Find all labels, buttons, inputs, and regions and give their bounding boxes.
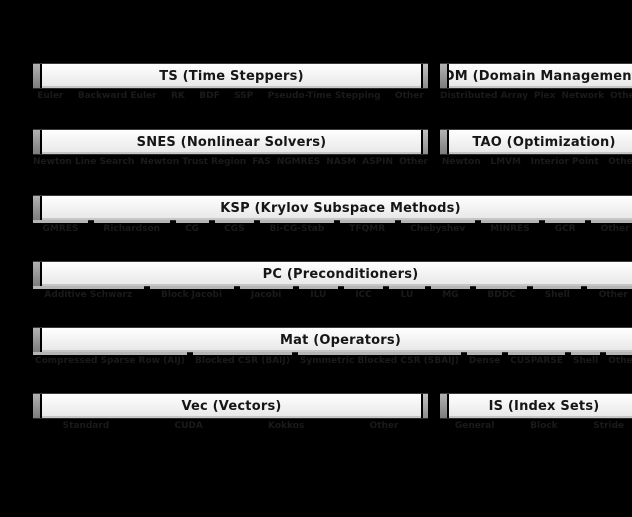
bar-label-dm: DM (Domain Management) [449, 68, 632, 84]
sub-items-tao: Newton LMVM Interior Point Other [440, 157, 632, 170]
sub-item-label: ICC [343, 286, 384, 299]
sub-item-label: Block Jacobi [149, 286, 234, 299]
sub-item-label: Jacobi [239, 286, 293, 299]
sub-item-label: Other [394, 91, 424, 101]
sub-item-label: Richardson [93, 220, 170, 233]
bar-ts: TS (Time Steppers) [33, 63, 428, 89]
sub-item-label: Kokkos [268, 421, 305, 431]
bar-snes: SNES (Nonlinear Solvers) [33, 129, 428, 155]
sub-item-label: Stride [593, 421, 625, 431]
sub-item-label: Newton Trust Region [140, 157, 247, 167]
sub-items-vec: Standard CUDA Kokkos Other [33, 421, 428, 434]
sub-item-label: LMVM [490, 157, 521, 167]
sub-item-label: CUSPARSE [508, 352, 565, 365]
bar-tao: TAO (Optimization) [440, 129, 632, 155]
sub-item-label: Chebyshev [400, 220, 475, 233]
bar-label-vec: Vec (Vectors) [181, 398, 282, 414]
sub-item-label: Bi-CG-Stab [260, 220, 334, 233]
bar-end-cap [421, 394, 428, 418]
bar-end-cap [33, 394, 42, 418]
bar-label-is: IS (Index Sets) [488, 398, 600, 414]
sub-item-label: Standard [62, 421, 110, 431]
sub-item-label: Backward Euler [77, 91, 157, 101]
sub-item-label: NASM [326, 157, 357, 167]
bar-ksp: KSP (Krylov Subspace Methods) [33, 195, 632, 221]
sub-item-label: Newton Line Search [33, 157, 135, 167]
bar-end-cap [33, 64, 42, 88]
sub-item-label: Additive Schwarz [33, 286, 144, 299]
sub-item-label: MG [430, 286, 470, 299]
sub-item-label: Other [587, 286, 632, 299]
sub-item-label: Distributed Array [440, 91, 528, 101]
bar-vec: Vec (Vectors) [33, 393, 428, 419]
sub-items-dm: Distributed Array Plex Network Other [440, 91, 632, 104]
bar-label-ts: TS (Time Steppers) [159, 68, 304, 84]
sub-item-label: ILU [298, 286, 338, 299]
sub-item-label: MINRES [480, 220, 540, 233]
bar-end-cap [440, 64, 449, 88]
sub-item-label: Newton [441, 157, 481, 167]
bar-label-ksp: KSP (Krylov Subspace Methods) [220, 200, 461, 216]
bar-pc: PC (Preconditioners) [33, 261, 632, 287]
sub-item-label: LU [389, 286, 425, 299]
sub-item-label: Symmetric Blocked CSR (SBAIJ) [297, 352, 461, 365]
sub-item-label: Block [530, 421, 558, 431]
sub-item-label: Shell [533, 286, 582, 299]
sub-item-label: BDF [199, 91, 220, 101]
sub-item-label: FAS [252, 157, 271, 167]
sub-item-label: Dense [466, 352, 503, 365]
sub-item-label: Compressed Sparse Row (AIJ) [33, 352, 188, 365]
sub-items-snes: Newton Line Search Newton Trust Region FAS… [33, 157, 428, 170]
sub-items-is: General Block Stride [440, 421, 632, 434]
bar-end-cap [440, 394, 449, 418]
sub-items-mat: Compressed Sparse Row (AIJ) Blocked CSR (… [33, 352, 632, 365]
sub-item-label: TFQMR [339, 220, 395, 233]
bar-label-snes: SNES (Nonlinear Solvers) [136, 134, 327, 150]
sub-item-label: Other [369, 421, 399, 431]
sub-item-label: CUDA [174, 421, 203, 431]
sub-item-label: NGMRES [276, 157, 321, 167]
sub-item-label: CGS [214, 220, 255, 233]
sub-item-label: Blocked CSR (BAIJ) [193, 352, 292, 365]
sub-item-label: Other [399, 157, 428, 167]
sub-item-label: Other [606, 352, 632, 365]
sub-item-label: Interior Point [530, 157, 599, 167]
sub-item-label: BDDC [475, 286, 528, 299]
bar-label-pc: PC (Preconditioners) [262, 266, 419, 282]
bar-end-cap [33, 196, 42, 220]
bar-end-cap [421, 130, 428, 154]
bar-is: IS (Index Sets) [440, 393, 632, 419]
sub-items-pc: Additive Schwarz Block Jacobi Jacobi ILU ICC… [33, 286, 632, 299]
sub-item-label: Network [561, 91, 605, 101]
sub-item-label: General [454, 421, 495, 431]
sub-item-label: Pseudo-Time Stepping [267, 91, 381, 101]
bar-mat: Mat (Operators) [33, 327, 632, 353]
sub-item-label: CG [175, 220, 209, 233]
sub-item-label: Plex [533, 91, 556, 101]
bar-label-mat: Mat (Operators) [280, 332, 401, 348]
bar-label-tao: TAO (Optimization) [472, 134, 616, 150]
bar-end-cap [33, 130, 42, 154]
sub-item-label: Other [608, 157, 632, 167]
sub-item-label: Euler [37, 91, 64, 101]
sub-items-ts: Euler Backward Euler RK BDF SSP Pseudo-Time S… [33, 91, 428, 104]
sub-items-ksp: GMRES Richardson CG CGS Bi-CG-Stab TFQMR Cheby… [33, 220, 632, 233]
sub-item-label: Other [610, 91, 632, 101]
sub-item-label: Other [591, 220, 632, 233]
bar-dm: DM (Domain Management) [440, 63, 632, 89]
bar-end-cap [440, 130, 449, 154]
bar-end-cap [33, 262, 42, 286]
sub-item-label: SSP [234, 91, 254, 101]
sub-item-label: Shell [571, 352, 601, 365]
sub-item-label: RK [170, 91, 185, 101]
sub-item-label: GCR [545, 220, 586, 233]
sub-item-label: GMRES [33, 220, 88, 233]
bar-end-cap [33, 328, 42, 352]
sub-item-label: ASPIN [362, 157, 394, 167]
bar-end-cap [421, 64, 428, 88]
